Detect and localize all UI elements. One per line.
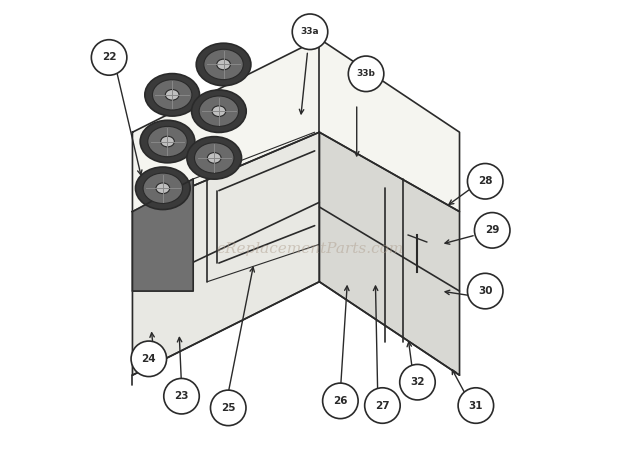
Circle shape (322, 383, 358, 419)
Circle shape (210, 390, 246, 426)
Ellipse shape (148, 126, 187, 157)
Polygon shape (133, 39, 459, 212)
Ellipse shape (166, 89, 179, 100)
Polygon shape (319, 132, 459, 375)
Text: 23: 23 (174, 391, 188, 401)
Ellipse shape (136, 167, 190, 210)
Text: 30: 30 (478, 286, 492, 296)
Ellipse shape (140, 120, 195, 163)
Ellipse shape (161, 136, 174, 147)
Text: 27: 27 (375, 400, 390, 410)
Circle shape (474, 212, 510, 248)
Polygon shape (133, 132, 319, 375)
Circle shape (131, 341, 167, 376)
Polygon shape (133, 179, 193, 291)
Ellipse shape (212, 106, 226, 117)
Text: 29: 29 (485, 225, 499, 235)
Text: eReplacementParts.com: eReplacementParts.com (216, 242, 404, 256)
Circle shape (458, 388, 494, 423)
Text: 33b: 33b (356, 69, 376, 78)
Ellipse shape (143, 173, 182, 204)
Ellipse shape (204, 49, 243, 79)
Ellipse shape (217, 59, 231, 70)
Ellipse shape (195, 143, 234, 173)
Ellipse shape (197, 43, 251, 86)
Ellipse shape (156, 183, 170, 194)
Circle shape (467, 164, 503, 199)
Ellipse shape (187, 137, 242, 179)
Text: 28: 28 (478, 176, 492, 186)
Text: 22: 22 (102, 53, 117, 63)
Circle shape (91, 39, 127, 75)
Circle shape (164, 378, 199, 414)
Ellipse shape (207, 153, 221, 163)
Circle shape (467, 274, 503, 309)
Circle shape (348, 56, 384, 92)
Ellipse shape (145, 74, 200, 116)
Text: 32: 32 (410, 377, 425, 387)
Ellipse shape (192, 90, 246, 133)
Text: 25: 25 (221, 403, 236, 413)
Ellipse shape (153, 79, 192, 110)
Text: 33a: 33a (301, 27, 319, 36)
Circle shape (292, 14, 328, 49)
Text: 31: 31 (469, 400, 483, 410)
Ellipse shape (199, 96, 239, 126)
Circle shape (365, 388, 400, 423)
Text: 24: 24 (141, 354, 156, 364)
Text: 26: 26 (333, 396, 348, 406)
Circle shape (400, 364, 435, 400)
